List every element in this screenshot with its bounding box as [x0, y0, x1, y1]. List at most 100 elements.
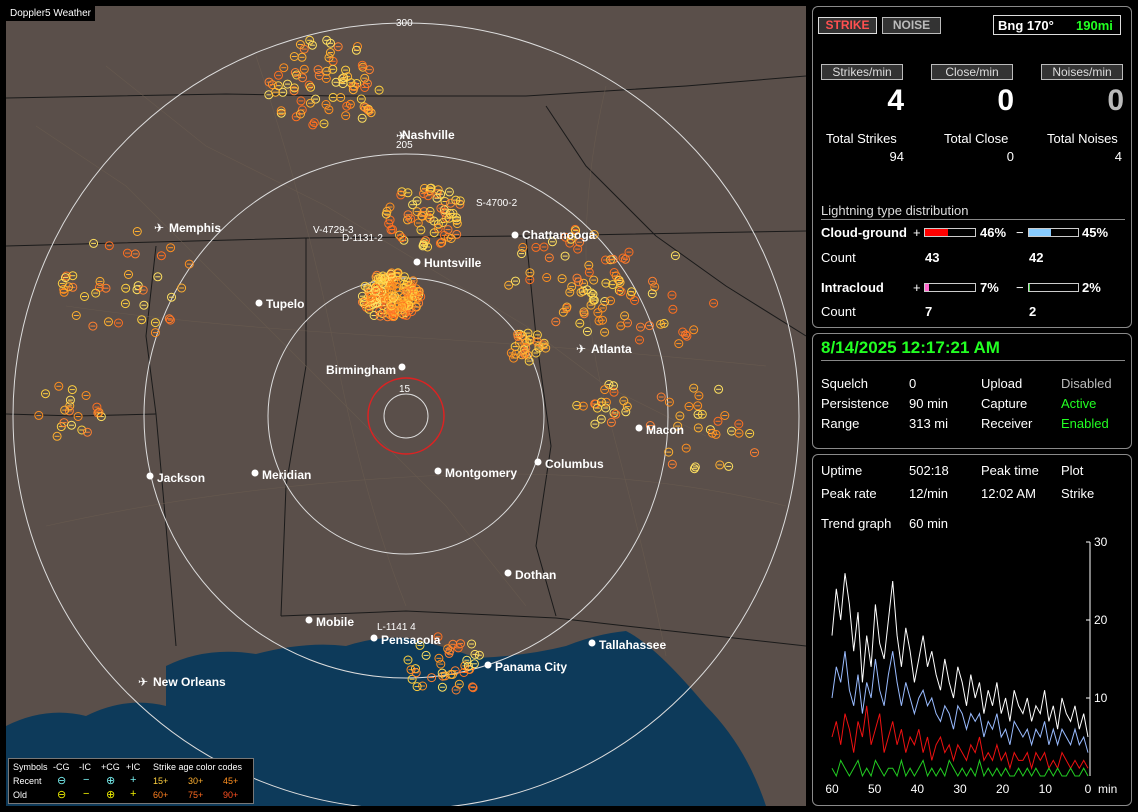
- svg-text:Dothan: Dothan: [515, 568, 556, 582]
- legend-ic-neg: -IC: [79, 762, 91, 772]
- peak-time-label: Peak time: [981, 463, 1039, 478]
- legend-cg-pos: +CG: [101, 762, 120, 772]
- bearing-value: Bng 170°: [998, 18, 1054, 33]
- city-atlanta: ✈ Atlanta: [576, 342, 632, 356]
- ic-positive-pct: 7%: [980, 280, 999, 295]
- strikes-per-min-label: Strikes/min: [821, 64, 903, 80]
- trend-panel: [812, 454, 1132, 806]
- symbol-legend: Symbols -CG -IC +CG +IC Strike age color…: [8, 758, 254, 804]
- road-lines: [35, 55, 787, 657]
- airport-icon: ✈: [138, 675, 148, 689]
- svg-text:Huntsville: Huntsville: [424, 256, 482, 270]
- ic-positive-count: 7: [925, 304, 933, 319]
- cg-negative-count: 42: [1029, 250, 1044, 265]
- city-new-orleans: ✈ New Orleans: [138, 675, 226, 689]
- city-mobile: Mobile: [305, 615, 354, 629]
- cg-count-label: Count: [821, 250, 856, 265]
- trend-graph-label: Trend graph: [821, 516, 892, 531]
- persistence-value: 90 min: [909, 396, 949, 411]
- city-tallahassee: Tallahassee: [588, 638, 666, 652]
- svg-text:Pensacola: Pensacola: [381, 633, 441, 647]
- x-tick-label: 60: [825, 782, 839, 796]
- svg-text:Panama City: Panama City: [495, 660, 567, 674]
- strike-button[interactable]: STRIKE: [818, 17, 877, 34]
- ring-label-300: 300: [396, 18, 413, 29]
- status-panel: [812, 333, 1132, 449]
- intracloud-label: Intracloud: [821, 280, 884, 295]
- strike-stats-panel: [812, 6, 1132, 328]
- minus-icon: −: [83, 774, 90, 786]
- age-recent-45: 45+: [223, 776, 239, 786]
- close-per-min-value: 0: [997, 84, 1014, 117]
- y-tick-label: 20: [1094, 613, 1108, 627]
- app-title: Doppler5 Weather: [6, 6, 95, 21]
- y-tick-label: 10: [1094, 691, 1108, 705]
- y-tick-label: 30: [1094, 535, 1108, 549]
- total-noises-value: 4: [1114, 149, 1122, 164]
- close-per-min-label: Close/min: [931, 64, 1013, 80]
- plus-icon: +: [130, 788, 137, 800]
- x-tick-label: 10: [1039, 782, 1053, 796]
- ic-plus-sign: +: [913, 280, 921, 295]
- x-tick-label: 30: [953, 782, 967, 796]
- trend-series-0: [831, 573, 1089, 738]
- city-macon: Macon: [635, 423, 684, 437]
- cloud-ground-label: Cloud-ground: [821, 225, 907, 240]
- strike-symbols: [34, 35, 759, 695]
- age-old-60: 60+: [153, 790, 169, 800]
- plus-circle-icon: ⊕: [106, 789, 116, 801]
- legend-cg-neg: -CG: [53, 762, 70, 772]
- divider: [821, 360, 1125, 361]
- plus-circle-icon: ⊕: [106, 775, 116, 787]
- age-old-90: 90+: [223, 790, 239, 800]
- svg-text:Tallahassee: Tallahassee: [599, 638, 666, 652]
- trend-chart: 30 20 10 60 50 40 30 20 10 0 min: [825, 535, 1117, 796]
- legend-old-label: Old: [13, 790, 28, 800]
- city-pensacola: Pensacola: [370, 633, 441, 647]
- receiver-value: Enabled: [1061, 416, 1109, 431]
- legend-age-title: Strike age color codes: [153, 762, 243, 772]
- annotation-s4700: S-4700-2: [476, 198, 518, 209]
- plot-label: Plot: [1061, 463, 1084, 478]
- range-label: Range: [821, 416, 860, 431]
- cg-positive-pct: 46%: [980, 225, 1007, 240]
- x-unit-label: min: [1098, 782, 1117, 796]
- x-tick-label: 0: [1085, 782, 1092, 796]
- city-chattanooga: Chattanooga: [511, 228, 596, 242]
- svg-text:Atlanta: Atlanta: [591, 342, 632, 356]
- legend-recent-label: Recent: [13, 776, 42, 786]
- city-nashville: Nashville✈: [396, 128, 455, 143]
- annotation-d1131: D-1131-2: [342, 233, 383, 244]
- ic-negative-bar: [1028, 283, 1079, 292]
- persistence-label: Persistence: [821, 396, 889, 411]
- x-tick-label: 50: [868, 782, 882, 796]
- receiver-label: Receiver: [981, 416, 1033, 431]
- airport-icon: ✈: [576, 342, 586, 356]
- minus-circle-icon: ⊖: [57, 789, 67, 801]
- plot-value: Strike: [1061, 486, 1095, 501]
- total-close-value: 0: [1006, 149, 1014, 164]
- city-jackson: Jackson: [146, 471, 205, 485]
- svg-text:Memphis: Memphis: [169, 221, 221, 235]
- total-strikes-label: Total Strikes: [826, 131, 897, 146]
- svg-text:Jackson: Jackson: [157, 471, 205, 485]
- noises-per-min-label: Noises/min: [1041, 64, 1123, 80]
- x-tick-label: 40: [911, 782, 925, 796]
- lightning-map[interactable]: 300 205 15 S-4700-2 V-4729-3 D-1131-2 L-…: [6, 6, 806, 806]
- ic-positive-bar: [924, 283, 976, 292]
- noise-button[interactable]: NOISE: [882, 17, 941, 34]
- x-tick-label: 20: [996, 782, 1010, 796]
- uptime-value: 502:18: [909, 463, 949, 478]
- svg-text:Mobile: Mobile: [316, 615, 354, 629]
- annotation-v4729: V-4729-3: [313, 225, 354, 236]
- svg-text:New Orleans: New Orleans: [153, 675, 226, 689]
- cg-negative-pct: 45%: [1082, 225, 1109, 240]
- range-value: 313 mi: [909, 416, 949, 431]
- city-huntsville: Huntsville: [413, 256, 482, 270]
- city-columbus: Columbus: [534, 457, 604, 471]
- ic-minus-sign: −: [1016, 280, 1024, 295]
- state-borders: [6, 75, 806, 647]
- airport-icon: ✈: [154, 221, 164, 235]
- gulf-water: [166, 631, 766, 806]
- city-labels: Nashville✈ ✈ Memphis Chattanooga Huntsvil…: [138, 128, 684, 689]
